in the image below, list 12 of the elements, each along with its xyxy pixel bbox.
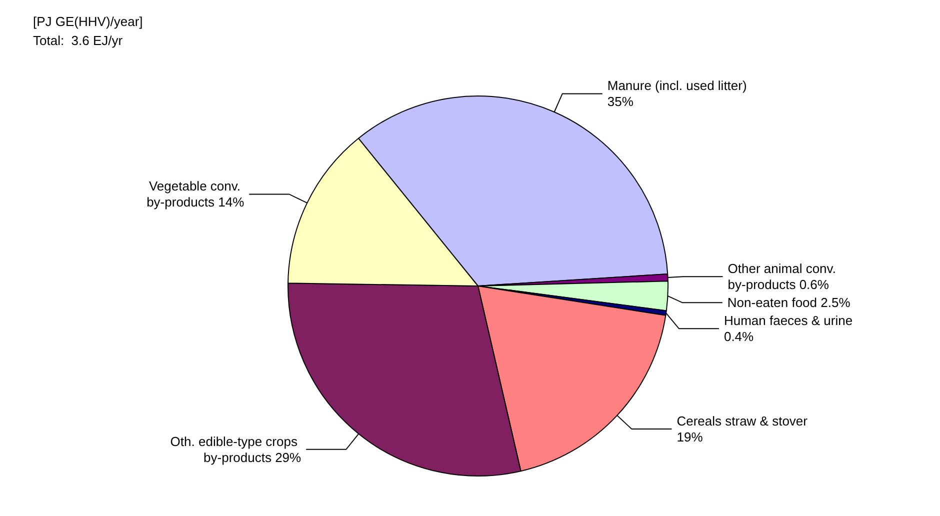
data-label: 35% — [607, 94, 634, 110]
slice-label: Manure (incl. used litter) — [607, 78, 750, 94]
slice-label: Non-eaten food 2.5% — [727, 295, 851, 310]
slice-label: Cereals straw & stover — [676, 414, 812, 429]
slice-label: Vegetable conv. by-products 14% — [146, 178, 245, 210]
chart-title: [PJ GE(HHV)/year] — [33, 14, 143, 29]
slice-label: Human faeces & urine — [724, 313, 856, 328]
data-label: 19% — [676, 430, 704, 445]
chart-subtitle: Total: 3.6 EJ/yr — [33, 33, 124, 48]
data-label: 0.4% — [724, 329, 754, 344]
slice-label: Oth. edible-type crops by-products 29% — [170, 434, 302, 465]
slice-label: Other animal conv. by-products 0.6% — [728, 261, 840, 292]
